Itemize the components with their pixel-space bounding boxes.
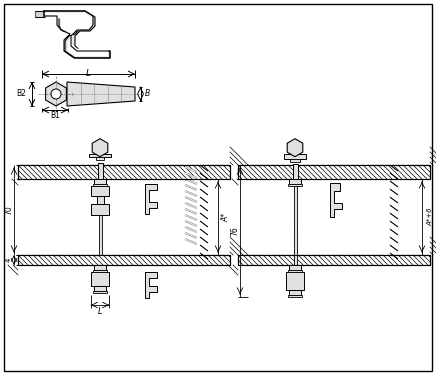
Text: B: B (144, 90, 150, 99)
Text: L: L (86, 69, 91, 78)
Bar (94, 286, 106, 291)
Bar (238, 255, 430, 265)
Bar (289, 290, 301, 295)
Bar (289, 265, 301, 270)
Polygon shape (330, 183, 342, 217)
Polygon shape (287, 139, 303, 157)
Bar (97, 196, 104, 204)
Polygon shape (46, 82, 66, 106)
Bar (286, 272, 304, 290)
Bar (99, 215, 102, 255)
Bar (93, 270, 107, 272)
Bar (96, 157, 104, 160)
Bar (18, 165, 230, 179)
Text: A*: A* (221, 212, 231, 222)
Text: 70: 70 (4, 205, 14, 215)
Bar (284, 154, 306, 159)
Bar (238, 255, 430, 265)
Circle shape (51, 89, 61, 99)
Text: B2: B2 (16, 90, 26, 99)
Bar (91, 186, 109, 196)
Bar (35, 11, 45, 17)
Bar (18, 255, 230, 265)
Text: A*+6: A*+6 (427, 208, 433, 226)
Bar (290, 159, 300, 162)
Bar (98, 163, 103, 181)
Bar (294, 186, 297, 295)
Bar (293, 164, 298, 180)
Text: B1: B1 (50, 111, 60, 120)
Bar (289, 179, 301, 184)
Bar (91, 272, 109, 286)
Polygon shape (67, 82, 135, 106)
Polygon shape (145, 272, 157, 298)
Bar (93, 184, 107, 186)
Polygon shape (44, 11, 110, 58)
Bar (18, 165, 230, 179)
Polygon shape (145, 184, 157, 214)
Polygon shape (46, 13, 108, 56)
Text: 76: 76 (231, 226, 239, 236)
Bar (288, 295, 302, 297)
Bar (288, 184, 302, 186)
Bar (91, 204, 109, 215)
Polygon shape (92, 139, 108, 157)
Bar (94, 179, 106, 184)
Text: 4: 4 (6, 258, 12, 262)
Bar (94, 265, 106, 270)
Bar (238, 165, 430, 179)
Bar (238, 165, 430, 179)
Text: L: L (98, 308, 102, 316)
Bar (89, 154, 111, 157)
Bar (18, 255, 230, 265)
Bar (288, 270, 302, 272)
Bar (93, 291, 107, 293)
